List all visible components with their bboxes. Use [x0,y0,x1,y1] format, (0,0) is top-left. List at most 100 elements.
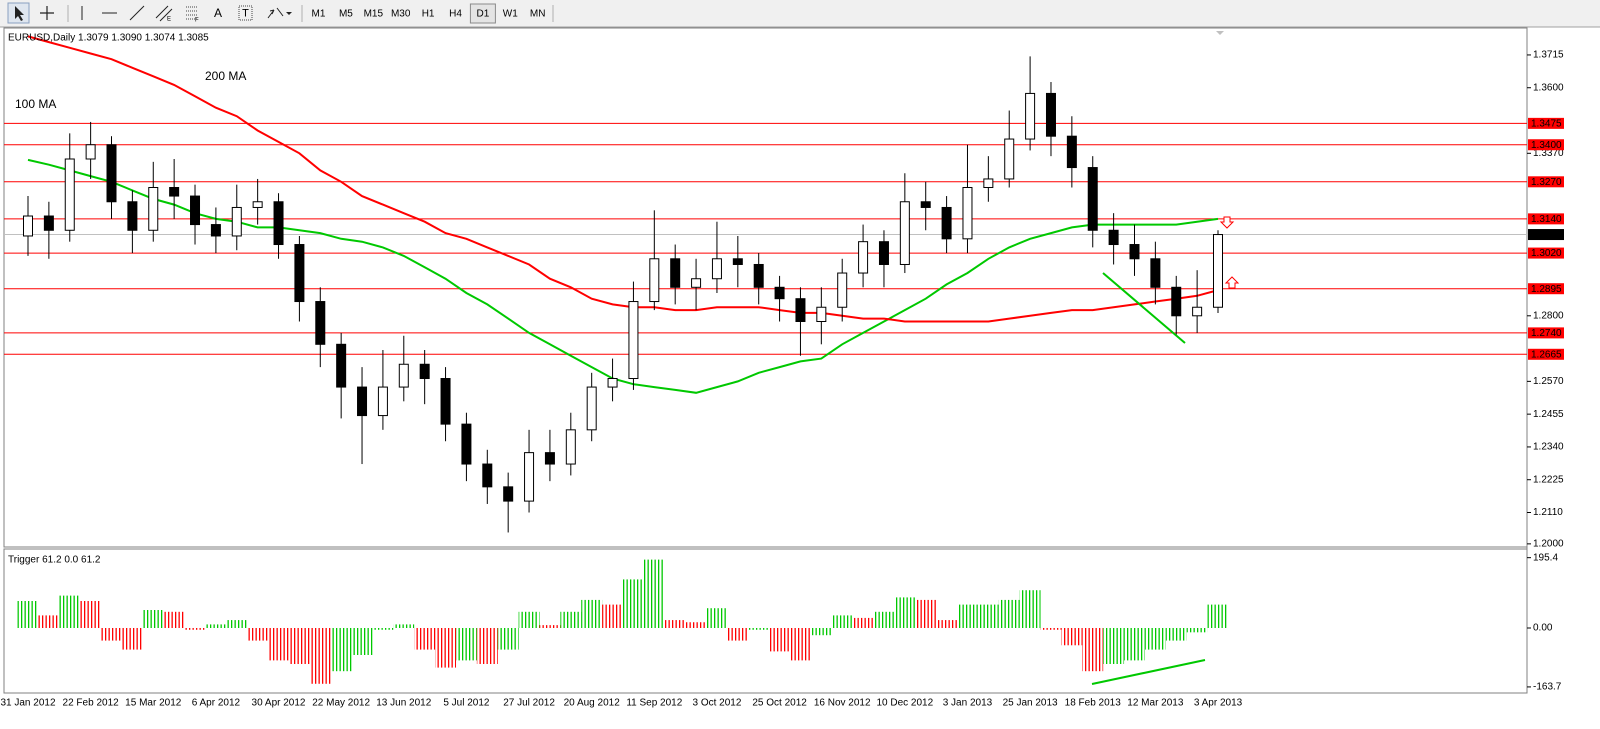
level-label: 1.3140 [1531,214,1562,225]
histogram-bar [790,627,811,661]
timeframe-button[interactable]: H4 [449,9,462,20]
level-label-bg [1528,117,1564,129]
histogram-bar [142,610,164,628]
text-tool-label: A [214,6,222,20]
candle-body [1129,244,1140,260]
histogram-bar [372,627,394,630]
fibo-tool[interactable]: F [186,6,199,24]
histogram-bar [268,627,289,661]
candle-body [190,195,201,226]
y-tick-label: 1.2000 [1533,539,1564,550]
histogram-bar [998,599,1020,628]
level-label-bg [1528,247,1564,259]
histogram-bar [915,599,937,628]
timeframe-button[interactable]: W1 [503,9,518,20]
histogram-bar [539,625,561,628]
trendline[interactable] [1102,272,1186,344]
histogram-bar [769,627,791,652]
histogram-bar [977,604,999,628]
candle-body [440,378,451,425]
channel-tool[interactable]: E [155,5,173,23]
candle-body [1108,229,1119,246]
crosshair-tool[interactable] [40,6,54,20]
timeframe-button[interactable]: M15 [364,9,384,20]
timeframe-label: M5 [339,9,353,20]
trendline-tool[interactable] [129,5,145,21]
level-label-bg [1528,283,1564,295]
candle-body [106,144,117,203]
candle-body [711,258,722,280]
histogram-bar [581,599,603,628]
histogram-bar [1124,627,1145,661]
timeframe-button[interactable]: H1 [422,9,435,20]
histogram-bar [351,627,373,655]
level-label: 1.3400 [1531,140,1562,151]
last-price-bg [1528,229,1564,241]
timeframe-button[interactable]: M30 [391,9,411,20]
candle-body [649,258,660,303]
histogram-bar [414,627,436,650]
x-tick-label: 5 Jul 2012 [443,698,490,709]
candle-body [1213,234,1223,308]
x-tick-label: 31 Jan 2012 [0,698,55,709]
timeframe-group: M1 M5 M15 M30 H1 H4 D1 W1 MN [312,3,546,24]
candle-body [23,215,33,237]
text-tool[interactable]: A [214,6,222,20]
histogram-bar [706,608,728,628]
histogram-bar [1040,627,1062,630]
histogram-bar [1061,627,1083,646]
histogram-bar [121,627,143,650]
y-tick-label: 1.3715 [1533,50,1564,61]
timeframe-label: M15 [364,9,384,20]
indicator-title: Trigger 61.2 0.0 61.2 [8,555,101,566]
candle-body [43,215,54,231]
buy-arrow[interactable] [1224,276,1240,289]
histogram-bar [748,627,770,630]
timeframe-label: H1 [422,9,435,20]
timeframe-button[interactable]: M5 [339,9,353,20]
timeframe-button[interactable]: M1 [312,9,326,20]
histogram-bar [1186,627,1208,633]
y-tick-label: 1.2340 [1533,442,1564,453]
timeframe-label: M30 [391,9,411,20]
trendline[interactable] [1091,659,1206,685]
histogram-bar [810,627,832,636]
histogram-bar [1144,627,1166,650]
candle-body [419,363,430,380]
y-tick-label: 1.2110 [1533,507,1563,518]
histogram-bar [518,611,540,628]
candle-body [148,187,159,231]
text-label-tool[interactable]: T [238,5,253,21]
timeframe-label: H4 [449,9,462,20]
histogram-bar [957,604,978,628]
timeframe-button[interactable]: MN [530,9,546,20]
candle-body [628,301,639,380]
y-tick-label: 1.2225 [1533,474,1564,485]
candle-body [941,206,952,240]
candle-body [85,144,96,160]
sell-arrow[interactable] [1219,216,1235,229]
arrows-tool[interactable] [267,7,292,19]
histogram-bar [330,627,352,672]
candle-body [398,363,409,388]
timeframe-label: D1 [477,9,490,20]
timeframe-button[interactable]: D1 [469,3,496,24]
histogram-bar [643,559,665,628]
candle-body [1025,92,1036,140]
candle-body [1171,286,1182,317]
candle-body [837,272,848,308]
svg-text:E: E [167,17,171,23]
candle-body [920,201,931,208]
histogram-bar [226,620,248,628]
histogram-bar [852,617,874,628]
svg-text:F: F [195,18,199,24]
histogram-bar [247,627,269,641]
histogram-bar [184,627,206,630]
x-tick-label: 13 Jun 2012 [376,698,431,709]
candle-body [377,386,388,417]
cursor-tool[interactable] [7,2,30,24]
timeframe-label: M1 [312,9,326,20]
candle-body [691,278,702,288]
candle-body [544,452,555,465]
candle-body [899,201,910,265]
